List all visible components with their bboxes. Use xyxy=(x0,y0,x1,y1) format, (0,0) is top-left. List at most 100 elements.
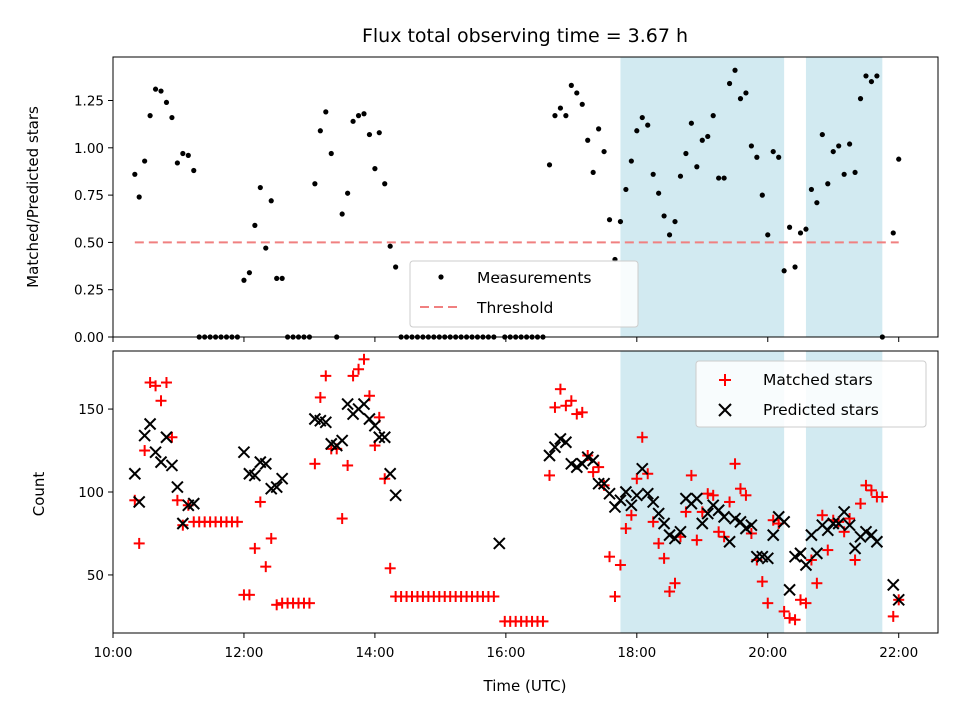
measurement-point xyxy=(274,275,280,281)
matched-star-point xyxy=(309,458,321,470)
predicted-star-point xyxy=(128,467,142,480)
predicted-star-point xyxy=(745,518,758,532)
measurement-point xyxy=(382,181,388,187)
measurement-point xyxy=(770,148,776,155)
matched-star-point xyxy=(609,591,621,603)
predicted-star-point xyxy=(335,434,349,447)
predicted-star-point xyxy=(614,494,627,507)
top-y-tick-label: 1.25 xyxy=(74,94,104,110)
matched-star-point xyxy=(636,431,648,443)
measurement-point xyxy=(874,73,880,79)
matched-star-point xyxy=(303,597,315,609)
measurement-point xyxy=(185,152,191,158)
measurement-point xyxy=(781,268,787,274)
x-tick-label: 18:00 xyxy=(617,645,656,661)
measurement-point xyxy=(617,218,624,225)
matched-star-point xyxy=(784,612,796,624)
predicted-star-point xyxy=(652,507,665,520)
predicted-star-point xyxy=(143,417,157,431)
measurement-point xyxy=(152,86,159,92)
predicted-star-point xyxy=(187,497,200,510)
top-y-ticks: 0.00 0.25 0.50 0.75 1.00 1.25 xyxy=(74,94,113,346)
predicted-star-point xyxy=(171,480,184,494)
predicted-star-point xyxy=(810,547,824,560)
matched-star-point xyxy=(664,586,676,598)
x-tick-label: 20:00 xyxy=(748,645,787,661)
matched-star-point xyxy=(800,597,812,609)
matched-star-point xyxy=(243,589,255,601)
matched-star-point xyxy=(789,614,801,626)
matched-star-point xyxy=(658,552,670,564)
bottom-y-axis-label: Count xyxy=(30,472,48,517)
measurement-point xyxy=(169,114,175,121)
measurement-point xyxy=(132,171,138,177)
measurement-point xyxy=(890,230,896,236)
x-tick-label: 16:00 xyxy=(486,645,525,661)
matched-star-point xyxy=(713,526,725,538)
measurement-point xyxy=(863,73,869,79)
matched-star-point xyxy=(876,491,888,503)
x-tick-label: 10:00 xyxy=(94,645,133,661)
matched-star-point xyxy=(537,615,549,627)
measurement-point xyxy=(191,167,197,174)
predicted-star-point xyxy=(805,528,818,542)
measurement-point xyxy=(579,101,585,107)
predicted-star-point xyxy=(827,517,840,530)
predicted-star-point xyxy=(559,436,573,449)
matched-star-point xyxy=(249,542,261,554)
measurement-point xyxy=(688,120,694,126)
predicted-star-point xyxy=(378,431,391,444)
matched-star-point xyxy=(614,559,626,571)
measurement-point xyxy=(743,90,749,96)
measurement-point xyxy=(666,232,673,238)
measurement-point xyxy=(263,245,269,251)
measurement-point xyxy=(174,160,180,166)
predicted-star-point xyxy=(237,445,251,459)
predicted-star-point xyxy=(657,517,671,530)
matched-star-point xyxy=(625,509,637,521)
measurement-point xyxy=(387,243,393,249)
matched-star-point xyxy=(314,391,326,403)
measurement-point xyxy=(241,277,247,283)
matched-star-point xyxy=(347,370,359,382)
predicted-star-point xyxy=(138,429,151,442)
top-legend-box xyxy=(409,260,639,328)
threshold-legend-label: Threshold xyxy=(476,299,553,317)
predicted-star-point xyxy=(597,477,611,490)
measurement-point xyxy=(726,80,733,87)
predicted-star-point xyxy=(832,517,845,530)
matched-star-point xyxy=(724,496,736,508)
matched-star-point xyxy=(336,513,348,525)
matched-star-point xyxy=(620,522,632,534)
matched-star-point xyxy=(587,466,599,478)
measurement-point xyxy=(896,156,902,162)
predicted-star-point xyxy=(843,518,856,532)
measurement-point xyxy=(841,171,847,177)
predicted-legend-marker xyxy=(718,403,732,417)
measurement-point xyxy=(136,194,142,200)
measurement-point xyxy=(623,186,629,193)
predicted-star-point xyxy=(783,583,796,597)
matched-star-point xyxy=(707,489,719,501)
x-axis-label: Time (UTC) xyxy=(483,677,567,695)
measurement-point xyxy=(836,143,842,149)
top-axes-frame xyxy=(112,56,939,338)
matched-star-point xyxy=(342,459,354,471)
measurement-point xyxy=(246,270,253,276)
matched-star-point xyxy=(488,591,500,603)
predicted-star-point xyxy=(570,460,583,474)
matched-star-point xyxy=(177,519,189,531)
predicted-star-point xyxy=(270,480,283,494)
predicted-star-point xyxy=(132,495,146,509)
matched-star-point xyxy=(816,509,828,521)
predicted-star-point xyxy=(788,550,802,563)
top-y-tick-label: 0.75 xyxy=(74,188,104,204)
measurement-point xyxy=(677,173,684,179)
matched-legend-marker xyxy=(719,374,731,386)
predicted-star-point xyxy=(625,499,638,512)
measurement-point xyxy=(279,275,285,281)
matched-star-point xyxy=(544,469,556,481)
measurement-point xyxy=(345,190,351,196)
matched-star-point xyxy=(631,473,643,485)
